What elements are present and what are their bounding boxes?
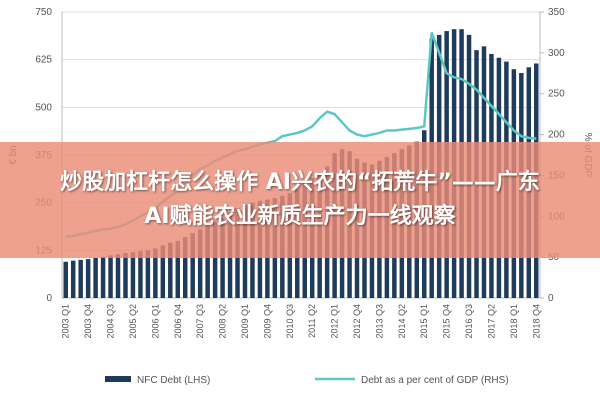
- y2-tick-label: 300: [548, 48, 565, 59]
- bar: [108, 255, 113, 298]
- bar: [78, 259, 83, 298]
- banner: 炒股加杠杆怎么操作 AI兴农的“拓荒牛”——广东 AI赋能农业新质生产力一线观察: [0, 142, 600, 258]
- bar: [145, 250, 151, 298]
- x-tick-label: 2011 Q2: [307, 304, 317, 338]
- x-tick-label: 2009 Q1: [240, 304, 250, 339]
- x-tick-label: 2016 Q3: [464, 304, 474, 339]
- y2-tick-label: 250: [548, 89, 565, 100]
- bar: [63, 261, 68, 298]
- bar: [123, 253, 128, 298]
- bar: [168, 242, 173, 298]
- bar: [175, 240, 181, 298]
- bar: [212, 221, 218, 298]
- x-tick-label: 2007 Q3: [195, 304, 205, 339]
- x-tick-label: 2018 Q1: [509, 304, 519, 339]
- x-tick-label: 2008 Q2: [218, 304, 228, 339]
- x-tick-label: 2017 Q2: [486, 304, 496, 339]
- x-tick-label: 2006 Q1: [150, 304, 160, 339]
- y2-tick-label: 0: [548, 293, 554, 304]
- x-tick-label: 2012 Q1: [330, 304, 340, 339]
- y2-tick-label: 200: [548, 130, 565, 141]
- bar: [100, 256, 106, 298]
- x-tick-label: 2015 Q4: [442, 304, 452, 339]
- x-tick-label: 2013 Q3: [374, 304, 384, 339]
- banner-line: AI赋能农业新质生产力一线观察: [144, 204, 456, 229]
- y-tick-label: 625: [35, 55, 52, 66]
- y-tick-label: 0: [46, 293, 52, 304]
- x-tick-label: 2010 Q3: [285, 304, 295, 339]
- bar: [197, 229, 203, 298]
- bar: [85, 259, 91, 298]
- banner-line: 炒股加杠杆怎么操作 AI兴农的“拓荒牛”——广东: [60, 170, 540, 195]
- y-tick-label: 750: [35, 7, 52, 18]
- y-tick-label: 500: [35, 102, 52, 113]
- x-tick-label: 2003 Q4: [83, 304, 93, 339]
- x-tick-label: 2018 Q4: [531, 304, 541, 339]
- x-tick-label: 2012 Q4: [352, 304, 362, 339]
- x-tick-label: 2004 Q3: [106, 304, 116, 339]
- legend-label: Debt as a per cent of GDP (RHS): [361, 375, 509, 386]
- bar: [160, 245, 166, 298]
- bar: [153, 248, 158, 298]
- legend-swatch: [105, 376, 131, 382]
- bar: [70, 260, 76, 298]
- bar: [130, 252, 136, 298]
- bar: [138, 251, 143, 298]
- x-tick-label: 2005 Q2: [128, 304, 138, 339]
- bar: [115, 254, 121, 298]
- x-tick-label: 2003 Q1: [61, 304, 71, 339]
- x-tick-label: 2015 Q1: [419, 304, 429, 339]
- bar: [205, 225, 210, 298]
- y2-tick-label: 350: [548, 7, 565, 18]
- bar: [93, 257, 98, 298]
- x-tick-label: 2014 Q2: [397, 304, 407, 339]
- legend-label: NFC Debt (LHS): [137, 375, 210, 386]
- x-tick-label: 2006 Q4: [173, 304, 183, 339]
- bar: [190, 233, 195, 298]
- x-tick-label: 2009 Q4: [262, 304, 272, 339]
- bar: [182, 236, 188, 298]
